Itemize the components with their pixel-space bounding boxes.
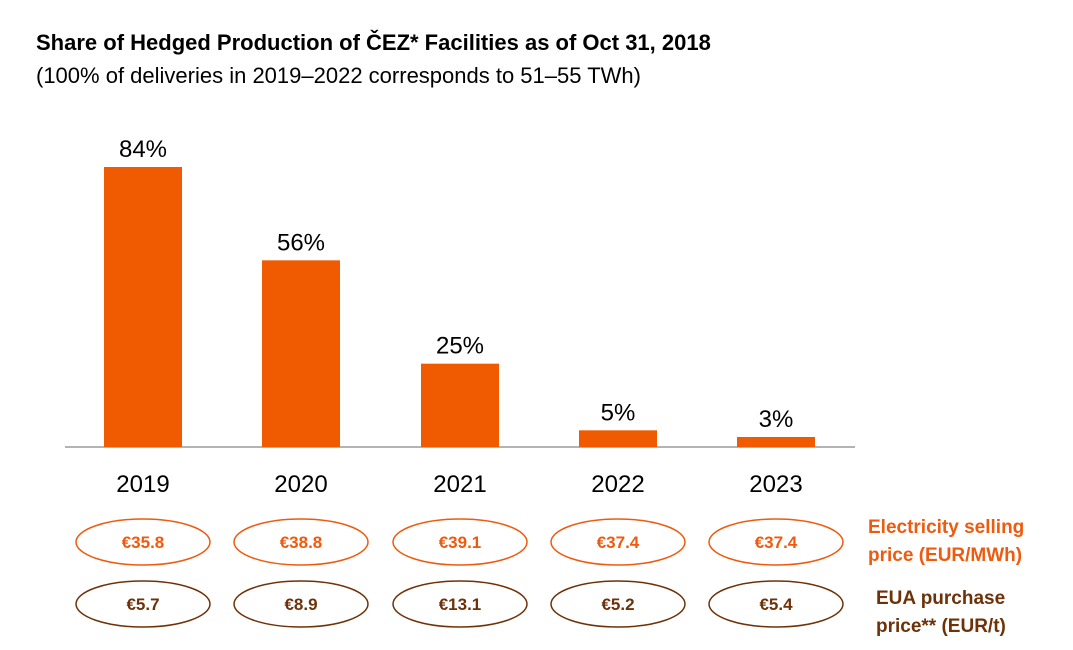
bar-2023 — [737, 437, 815, 447]
eua-price-legend-line1: EUA purchase — [876, 588, 1006, 609]
electricity-price-value-2019: €35.8 — [122, 533, 165, 552]
bar-2021 — [421, 363, 499, 447]
electricity-price-pill-2022 — [550, 518, 686, 566]
electricity-price-pill-2021 — [392, 518, 528, 566]
electricity-price-value-2020: €38.8 — [280, 533, 323, 552]
electricity-price-pill-2020 — [233, 518, 369, 566]
electricity-price-legend-line2: price (EUR/MWh) — [868, 545, 1023, 566]
eua-price-value-2023: €5.4 — [759, 595, 793, 614]
bar-2022 — [579, 430, 657, 447]
category-label-2021: 2021 — [433, 471, 486, 498]
eua-price-value-2021: €13.1 — [439, 595, 482, 614]
eua-price-pill-2022 — [550, 580, 686, 628]
eua-price-pill-2020 — [233, 580, 369, 628]
electricity-price-value-2021: €39.1 — [439, 533, 482, 552]
electricity-price-value-2022: €37.4 — [597, 533, 640, 552]
eua-price-legend-line2: price** (EUR/t) — [876, 616, 1006, 637]
eua-price-pill-2021 — [392, 580, 528, 628]
value-label-2020: 56% — [277, 229, 325, 256]
chart-subtitle: (100% of deliveries in 2019–2022 corresp… — [36, 63, 641, 88]
category-label-2020: 2020 — [274, 471, 327, 498]
electricity-price-legend-line1: Electricity selling — [868, 517, 1025, 538]
eua-price-value-2022: €5.2 — [601, 595, 634, 614]
chart-title: Share of Hedged Production of ČEZ* Facil… — [36, 30, 711, 55]
electricity-price-pill-2023 — [708, 518, 844, 566]
category-label-2019: 2019 — [116, 471, 169, 498]
eua-price-pill-2023 — [708, 580, 844, 628]
eua-price-legend: EUA purchase price** (EUR/t) — [876, 585, 1006, 641]
value-label-2022: 5% — [601, 399, 636, 426]
bar-2019 — [104, 167, 182, 447]
eua-price-value-2019: €5.7 — [126, 595, 159, 614]
eua-price-pill-2019 — [75, 580, 211, 628]
electricity-price-legend: Electricity selling price (EUR/MWh) — [868, 514, 1024, 570]
eua-price-value-2020: €8.9 — [284, 595, 317, 614]
electricity-price-pill-2019 — [75, 518, 211, 566]
category-label-2023: 2023 — [749, 471, 802, 498]
category-label-2022: 2022 — [591, 471, 644, 498]
value-label-2021: 25% — [436, 333, 484, 360]
bar-2020 — [262, 260, 340, 447]
value-label-2019: 84% — [119, 136, 167, 163]
electricity-price-value-2023: €37.4 — [755, 533, 798, 552]
value-label-2023: 3% — [759, 406, 794, 433]
